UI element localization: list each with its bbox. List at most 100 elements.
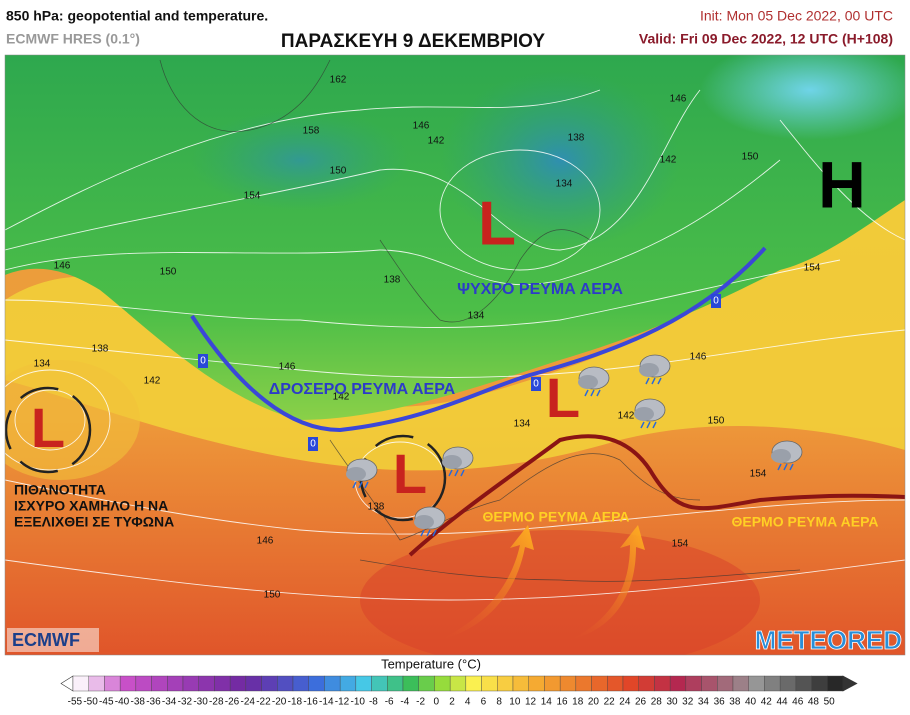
colorbar-tick-label: 32: [682, 697, 694, 708]
contour-label: 138: [92, 344, 109, 355]
colorbar-box: [591, 675, 608, 692]
contour-label: 142: [144, 376, 161, 387]
stream-label: ΨΥΧΡΟ ΡΕΥΜΑ ΑΕΡΑ: [457, 281, 623, 298]
contour-label: 146: [413, 121, 430, 132]
rain: [590, 389, 595, 397]
rain: [584, 389, 589, 397]
cold-pool: [440, 70, 680, 250]
colorbar-tick-label: 22: [604, 697, 616, 708]
rain: [420, 529, 425, 537]
warm-front: [408, 434, 905, 557]
colorbar-box: [779, 675, 797, 692]
init-time: Init: Mon 05 Dec 2022, 00 UTC: [700, 8, 893, 24]
contour-label: 154: [804, 263, 821, 274]
colorbar-tick-label: 50: [824, 697, 836, 708]
rain-cloud: [578, 366, 610, 397]
colorbar-box: [465, 675, 482, 692]
rain: [460, 469, 465, 477]
isotherm-label: 0: [713, 296, 719, 307]
rain: [657, 377, 662, 385]
logo-ecmwf: ECMWF: [12, 630, 80, 650]
valid-time: Valid: Fri 09 Dec 2022, 12 UTC (H+108): [639, 31, 893, 47]
colorbar-box: [512, 675, 529, 692]
contour-label: 138: [384, 275, 401, 286]
colorbar-box: [481, 675, 498, 692]
map: 162 158 150 154 146 142 134 138 142 146 150 154 146 1…: [5, 55, 905, 655]
colorbar-tick-label: 8: [496, 697, 502, 708]
rain: [652, 421, 657, 429]
colorbar-box: [622, 675, 639, 692]
colorbar-tick-label: 48: [808, 697, 820, 708]
colorbar-box: [292, 675, 309, 692]
colorbar-tick-label: -22: [256, 697, 271, 708]
colorbar-tick-label: -28: [209, 697, 224, 708]
colorbar-tick-label: -18: [288, 697, 303, 708]
contour-label: 146: [257, 536, 274, 547]
colorbar-tick-label: -8: [369, 697, 378, 708]
colorbar-box: [701, 675, 718, 692]
rain-cloud: [634, 398, 666, 429]
contour-label: 162: [330, 75, 347, 86]
yellow-band: [5, 200, 905, 471]
colorbar: -55 -50 -45 -40 -38 -36 -34 -32 -30 -28 -26 -24 -22-…: [60, 675, 858, 708]
colorbar-tick-label: 40: [745, 697, 757, 708]
model-label: ECMWF HRES (0.1°): [6, 31, 140, 47]
contour-label: 142: [428, 136, 445, 147]
colorbar-box: [654, 675, 671, 692]
rain-cloud: [414, 506, 446, 537]
colorbar-box: [717, 675, 734, 692]
rain: [454, 469, 459, 477]
colorbar-box: [811, 675, 828, 692]
rain-cloud: [771, 440, 803, 471]
colorbar-tick-label: 14: [541, 697, 553, 708]
contour-label: 142: [333, 392, 350, 403]
colorbar-box: [559, 675, 577, 692]
colorbar-box: [827, 675, 844, 692]
colorbar-end: [60, 675, 74, 692]
colorbar-tick-label: -10: [350, 697, 365, 708]
colorbar-box: [339, 675, 357, 692]
contour-label: 134: [514, 419, 531, 430]
colorbar-tick-label: 0: [434, 697, 440, 708]
colorbar-tick-label: 26: [635, 697, 647, 708]
colorbar-box: [402, 675, 419, 692]
colorbar-tick-label: -14: [319, 697, 334, 708]
colorbar-box: [449, 675, 467, 692]
colorbar-tick-label: 24: [619, 697, 631, 708]
stream-label: ΔΡΟΣΕΡΟ ΡΕΥΜΑ ΑΕΡΑ: [269, 381, 456, 398]
colorbar-box: [638, 675, 655, 692]
colorbar-tick-label: -55: [68, 697, 83, 708]
colorbar-tick-label: 16: [556, 697, 568, 708]
colorbar-tick-label: -26: [225, 697, 240, 708]
stream-label: ΘΕΡΜΟ ΡΕΥΜΑ ΑΕΡΑ: [482, 509, 629, 525]
colorbar-tick-label: -34: [162, 697, 177, 708]
note-line: ΙΣΧΥΡΟ ΧΑΜΗΛΟ Η ΝΑ: [14, 498, 168, 514]
rain-cloud: [346, 458, 378, 489]
colorbar-box: [371, 675, 388, 692]
logo-bg: [7, 628, 99, 652]
weather-icons: [346, 354, 803, 537]
colorbar-box: [497, 675, 514, 692]
rain: [777, 463, 782, 471]
contour-label: 142: [660, 155, 677, 166]
colorbar-box: [669, 675, 687, 692]
warm-arrow: [570, 525, 645, 640]
low-center: L: [31, 396, 65, 459]
colorbar-tick-label: 36: [714, 697, 726, 708]
rain: [426, 529, 431, 537]
colorbar-tick-label: 2: [449, 697, 455, 708]
map-title: 850 hPa: geopotential and temperature.: [6, 8, 268, 24]
colorbar-tick-label: -16: [303, 697, 318, 708]
contour-label: 146: [690, 352, 707, 363]
colorbar-title: Temperature (°C): [381, 656, 481, 671]
rain: [651, 377, 656, 385]
rain: [596, 389, 601, 397]
colorbar-box: [135, 675, 152, 692]
contour-label: 150: [708, 416, 725, 427]
contour-label: 142: [618, 411, 635, 422]
contour-label: 146: [670, 94, 687, 105]
cloud: [346, 467, 366, 481]
colorbar-box: [685, 675, 702, 692]
colorbar-box: [324, 675, 341, 692]
